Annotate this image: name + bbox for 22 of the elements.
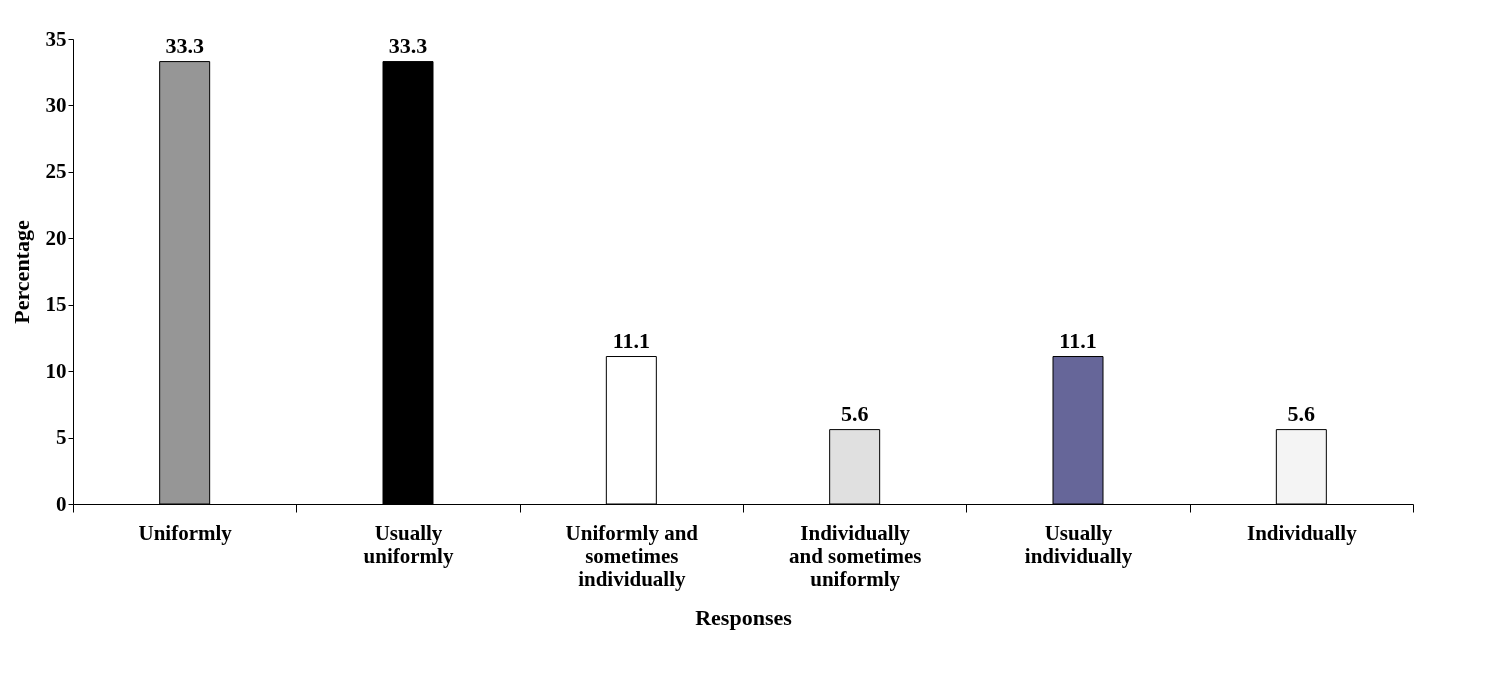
y-tick-label: 20 <box>45 225 67 250</box>
data-label: 33.3 <box>388 32 428 58</box>
y-tick-label: 35 <box>45 26 67 51</box>
x-tick-label: Usually individually <box>1024 520 1133 568</box>
x-axis-title: Responses <box>695 604 793 630</box>
data-label: 5.6 <box>840 400 869 426</box>
data-label: 11.1 <box>1059 327 1097 353</box>
y-tick-label: 5 <box>56 425 67 450</box>
x-tick-label: Individually and sometimes uniformly <box>788 520 922 591</box>
x-tick-label: Individually <box>1246 520 1358 545</box>
y-tick-label: 10 <box>45 358 67 383</box>
y-tick-label: 0 <box>56 491 67 516</box>
y-tick-label: 30 <box>45 92 67 117</box>
x-tick-label: Uniformly <box>138 520 233 545</box>
x-tick-label: Uniformly and sometimes individually <box>565 520 699 591</box>
x-tick-label: Usually uniformly <box>363 520 454 568</box>
data-label: 5.6 <box>1287 400 1316 426</box>
data-label: 11.1 <box>612 327 650 353</box>
y-tick-label: 15 <box>45 292 67 317</box>
y-tick-label: 25 <box>45 159 67 184</box>
data-label: 33.3 <box>165 32 204 58</box>
y-axis-title: Percentage <box>8 220 34 324</box>
